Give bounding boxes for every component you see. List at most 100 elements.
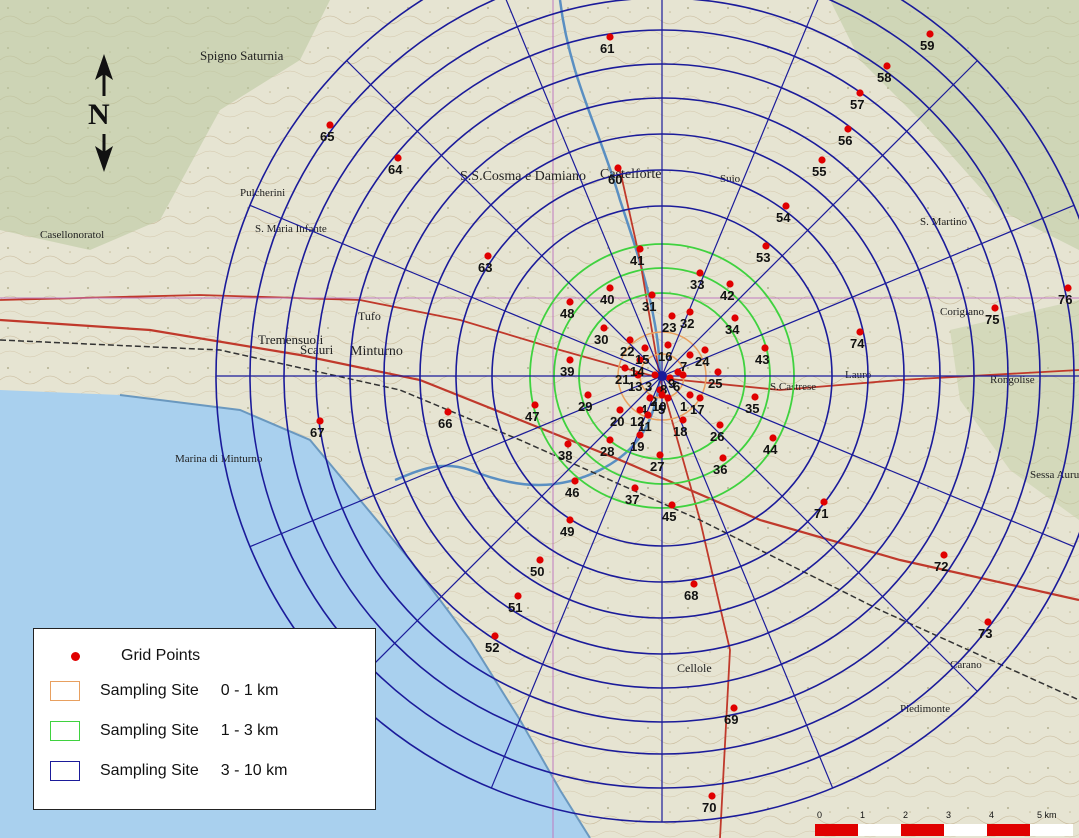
sector-line-14 bbox=[661, 0, 819, 377]
grid-point-label-31: 31 bbox=[642, 299, 656, 314]
map-legend: Grid Points Sampling Site 0 - 1 km Sampl… bbox=[33, 628, 376, 810]
scale-tick-0: 0 bbox=[817, 810, 823, 820]
grid-point-label-5: 5 bbox=[658, 402, 665, 417]
grid-point-label-8: 8 bbox=[660, 382, 667, 397]
grid-point-51 bbox=[514, 592, 522, 600]
grid-point-68 bbox=[690, 580, 698, 588]
grid-point-55 bbox=[818, 156, 826, 164]
grid-point-76 bbox=[1064, 284, 1072, 292]
grid-point-label-40: 40 bbox=[600, 292, 614, 307]
grid-point-label-7: 7 bbox=[680, 359, 687, 374]
legend-range-3-10km: 3 - 10 km bbox=[220, 762, 288, 779]
place-name-10: S. Maria Infante bbox=[255, 223, 327, 235]
scale-tick-4: 4 bbox=[989, 810, 995, 820]
grid-point-label-15: 15 bbox=[635, 352, 649, 367]
legend-row-3-10km: Sampling Site 3 - 10 km bbox=[34, 761, 287, 781]
grid-point-33 bbox=[696, 269, 704, 277]
grid-point-label-4: 4 bbox=[640, 402, 648, 417]
scale-segment-4 bbox=[944, 824, 987, 836]
grid-point-label-11: 11 bbox=[638, 419, 652, 434]
legend-grid-points-label: Grid Points bbox=[121, 647, 201, 664]
grid-point-12 bbox=[636, 406, 644, 414]
grid-point-label-19: 19 bbox=[630, 439, 644, 454]
scale-segment-3 bbox=[901, 824, 944, 836]
grid-point-label-55: 55 bbox=[812, 164, 826, 179]
grid-point-39 bbox=[566, 356, 574, 364]
sector-line-12 bbox=[505, 0, 663, 377]
grid-point-label-42: 42 bbox=[720, 288, 734, 303]
grid-point-label-2: 2 bbox=[650, 394, 657, 409]
grid-point-64 bbox=[394, 154, 402, 162]
grid-point-36 bbox=[719, 454, 727, 462]
grid-point-label-18: 18 bbox=[673, 424, 687, 439]
grid-point-71 bbox=[820, 498, 828, 506]
grid-point-45 bbox=[668, 501, 676, 509]
grid-point-46 bbox=[571, 477, 579, 485]
grid-point-label-65: 65 bbox=[320, 129, 334, 144]
grid-point-label-57: 57 bbox=[850, 97, 864, 112]
grid-point-61 bbox=[606, 33, 614, 41]
grid-point-label-60: 60 bbox=[608, 172, 622, 187]
place-name-9: Casellonoratol bbox=[40, 229, 104, 241]
grid-point-49 bbox=[566, 516, 574, 524]
grid-point-4 bbox=[646, 394, 654, 402]
sector-line-15 bbox=[661, 60, 978, 377]
grid-point-41 bbox=[636, 245, 644, 253]
grid-point-16 bbox=[664, 341, 672, 349]
legend-row-1-3km: Sampling Site 1 - 3 km bbox=[34, 721, 279, 741]
scale-segment-1 bbox=[815, 824, 858, 836]
grid-point-75 bbox=[991, 304, 999, 312]
grid-point-label-47: 47 bbox=[525, 409, 539, 424]
grid-point-label-26: 26 bbox=[710, 429, 724, 444]
grid-point-11 bbox=[644, 411, 652, 419]
grid-point-label-32: 32 bbox=[680, 316, 694, 331]
hill-area-east bbox=[950, 300, 1079, 520]
grid-point-9 bbox=[674, 368, 682, 376]
grid-point-label-21: 21 bbox=[615, 372, 629, 387]
grid-point-58 bbox=[883, 62, 891, 70]
grid-point-label-36: 36 bbox=[713, 462, 727, 477]
grid-point-38 bbox=[564, 440, 572, 448]
grid-point-symbol bbox=[71, 651, 80, 661]
legend-grid-points-row: Grid Points bbox=[34, 647, 200, 665]
railway bbox=[0, 339, 1079, 701]
grid-point-37 bbox=[631, 484, 639, 492]
grid-point-label-28: 28 bbox=[600, 444, 614, 459]
grid-point-22 bbox=[626, 336, 634, 344]
grid-point-label-56: 56 bbox=[838, 133, 852, 148]
place-name-14: Coriglano bbox=[940, 306, 984, 318]
scale-tick-3: 3 bbox=[946, 810, 952, 820]
place-name-12: S. Martino bbox=[920, 216, 968, 228]
sector-line-8 bbox=[249, 375, 663, 548]
grid-point-label-30: 30 bbox=[594, 332, 608, 347]
grid-point-29 bbox=[584, 391, 592, 399]
grid-point-70 bbox=[708, 792, 716, 800]
sampling-rings-layer bbox=[215, 0, 1079, 823]
grid-point-label-46: 46 bbox=[565, 485, 579, 500]
legend-range-0-1km: 0 - 1 km bbox=[220, 682, 279, 699]
grid-point-label-53: 53 bbox=[756, 250, 770, 265]
place-name-1: Spigno Saturnia bbox=[200, 48, 284, 63]
legend-swatch-0-1km bbox=[50, 681, 80, 701]
grid-point-label-12: 12 bbox=[630, 414, 644, 429]
grid-point-label-23: 23 bbox=[662, 320, 676, 335]
grid-point-label-64: 64 bbox=[388, 162, 403, 177]
sector-line-7 bbox=[346, 375, 663, 692]
grid-point-43 bbox=[761, 344, 769, 352]
place-name-8: Marina di Minturno bbox=[175, 453, 263, 465]
grid-point-label-29: 29 bbox=[578, 399, 592, 414]
grid-point-35 bbox=[751, 393, 759, 401]
grid-point-label-24: 24 bbox=[695, 354, 710, 369]
garigliano-river bbox=[394, 0, 662, 487]
grid-point-30 bbox=[600, 324, 608, 332]
grid-point-60 bbox=[614, 164, 622, 172]
grid-point-21 bbox=[621, 364, 629, 372]
grid-point-69 bbox=[730, 704, 738, 712]
north-label: N bbox=[88, 98, 110, 131]
place-name-13: Lauro bbox=[845, 369, 872, 381]
grid-point-40 bbox=[606, 284, 614, 292]
grid-point-59 bbox=[926, 30, 934, 38]
grid-point-label-35: 35 bbox=[745, 401, 759, 416]
